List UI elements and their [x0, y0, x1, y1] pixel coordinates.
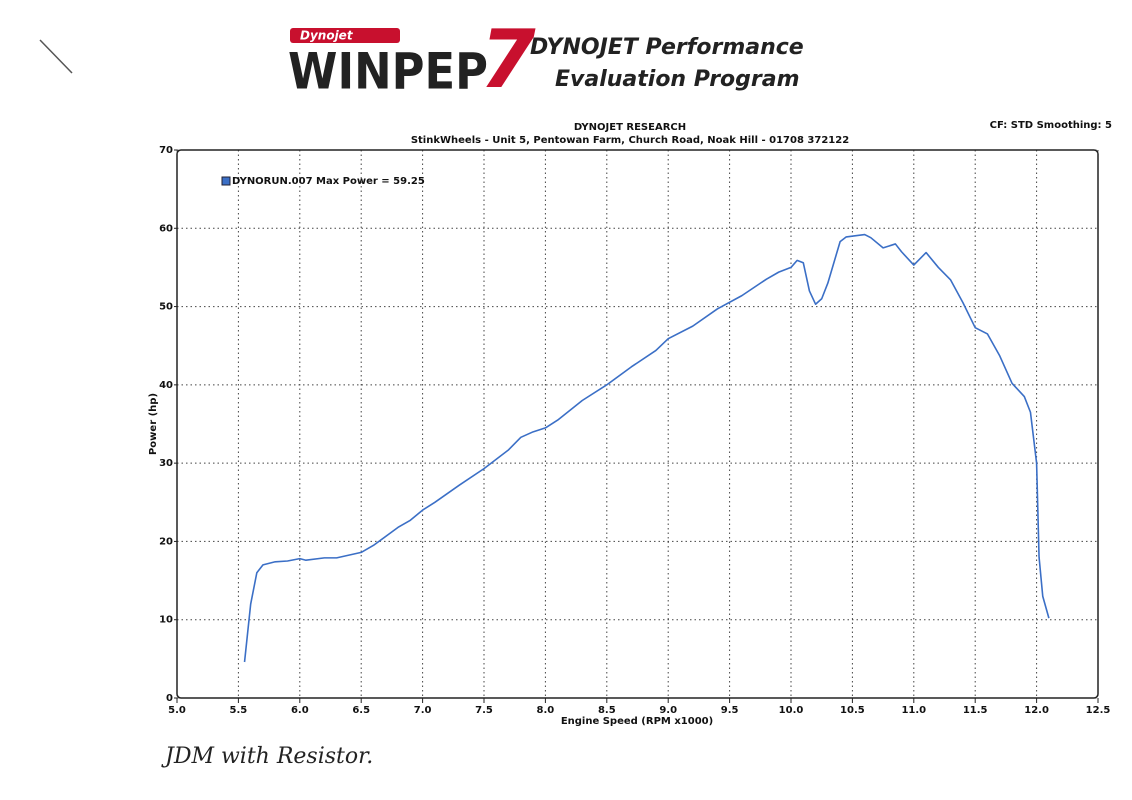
y-tick-label: 10 [159, 615, 173, 626]
x-axis-label: Engine Speed (RPM x1000) [561, 716, 713, 727]
chart-title: DYNOJET RESEARCH [574, 122, 686, 133]
x-tick-label: 12.0 [1024, 705, 1049, 716]
legend-swatch [221, 176, 231, 186]
power-line [243, 233, 1050, 663]
x-tick-label: 10.0 [779, 705, 804, 716]
x-tick-label: 8.0 [537, 705, 555, 716]
chart-subtitle: StinkWheels - Unit 5, Pentowan Farm, Chu… [411, 135, 849, 146]
plot-border [176, 149, 1099, 699]
x-tick-label: 6.5 [352, 705, 370, 716]
x-tick-label: 8.5 [598, 705, 616, 716]
x-tick-label: 12.5 [1086, 705, 1111, 716]
x-tick-label: 5.0 [168, 705, 186, 716]
scan-mark [39, 39, 73, 74]
y-tick-label: 40 [159, 380, 173, 391]
logo-number: 7 [480, 13, 536, 106]
logo-badge [290, 28, 400, 43]
x-tick-label: 10.5 [840, 705, 865, 716]
x-tick-label: 6.0 [291, 705, 309, 716]
y-tick-label: 60 [159, 223, 173, 234]
x-tick-label: 9.0 [659, 705, 677, 716]
tagline: DYNOJET Performance [530, 35, 804, 60]
y-tick-label: 0 [166, 693, 173, 704]
x-tick-label: 7.5 [475, 705, 493, 716]
settings-note: CF: STD Smoothing: 5 [990, 120, 1112, 131]
y-tick-label: 70 [159, 145, 173, 156]
logo-brand: Dynojet [300, 29, 354, 43]
x-tick-label: 5.5 [230, 705, 248, 716]
y-tick-label: 20 [159, 536, 173, 547]
x-tick-label: 11.5 [963, 705, 988, 716]
y-tick-label: 30 [159, 458, 173, 469]
y-axis-label: Power (hp) [148, 393, 159, 455]
x-tick-label: 9.5 [721, 705, 739, 716]
logo-text: WINPEP [288, 43, 488, 101]
logo: Dynojet WINPEP 7 DYNOJET Performance Eva… [288, 13, 804, 106]
x-tick-label: 11.0 [901, 705, 926, 716]
y-tick-label: 50 [159, 302, 173, 313]
handwritten-note: JDM with Resistor. [161, 744, 373, 769]
tagline: Evaluation Program [555, 67, 800, 92]
x-tick-label: 7.0 [414, 705, 432, 716]
legend-label: DYNORUN.007 Max Power = 59.25 [232, 176, 425, 187]
